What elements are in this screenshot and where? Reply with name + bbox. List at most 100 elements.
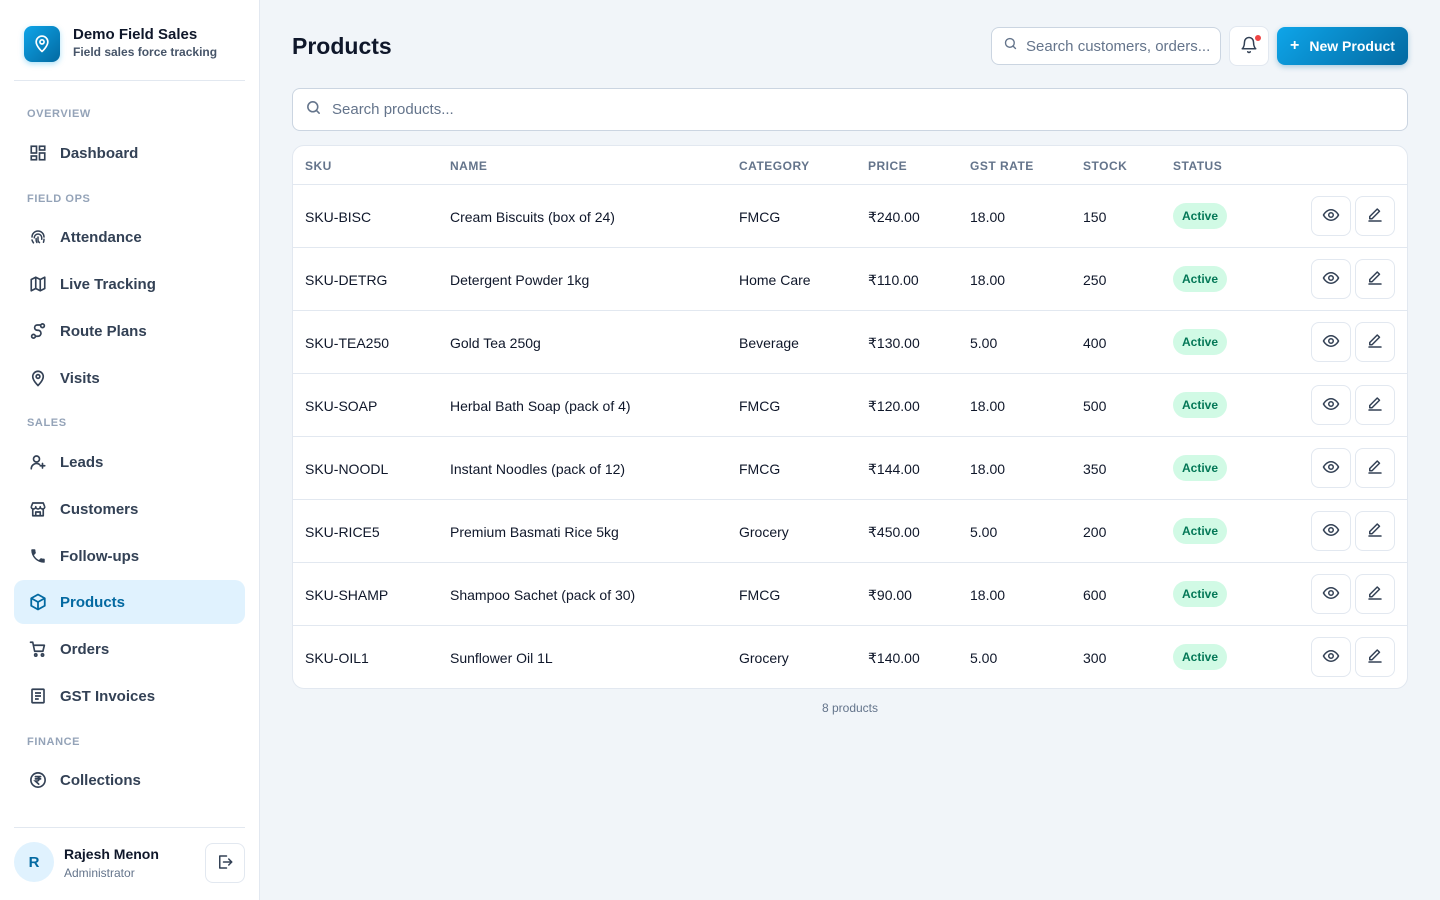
location-pin-logo-icon (24, 26, 60, 62)
bell-icon (1240, 36, 1258, 57)
plus-icon: + (1290, 37, 1300, 54)
avatar: R (14, 842, 54, 882)
cell-name: Detergent Powder 1kg (450, 272, 590, 288)
product-count: 8 products (821, 701, 879, 715)
view-button[interactable] (1311, 511, 1351, 551)
logout-button[interactable] (205, 843, 245, 883)
cell-category: FMCG (739, 587, 781, 603)
sidebar-item-follow-ups[interactable]: Follow-ups (14, 534, 245, 578)
view-button[interactable] (1311, 196, 1351, 236)
pencil-icon (1366, 395, 1384, 416)
pencil-icon (1366, 269, 1384, 290)
product-search-input[interactable] (332, 101, 1392, 118)
cell-category: Home Care (739, 272, 811, 288)
sidebar-item-visits[interactable]: Visits (14, 356, 245, 400)
status-badge: Active (1173, 266, 1228, 292)
column-header-stock: STOCK (1083, 159, 1128, 173)
edit-button[interactable] (1355, 385, 1395, 425)
page-title: Products (292, 33, 392, 59)
sidebar: Demo Field Sales Field sales force track… (0, 0, 260, 900)
logout-icon (216, 853, 234, 874)
nav-section-field-ops: FIELD OPS (27, 193, 91, 205)
cell-gst-rate: 5.00 (970, 524, 998, 540)
cell-stock: 250 (1083, 272, 1107, 288)
sidebar-item-route-plans[interactable]: Route Plans (14, 309, 245, 353)
cell-gst-rate: 18.00 (970, 461, 1006, 477)
sidebar-item-label: Attendance (60, 228, 142, 246)
sidebar-item-live-tracking[interactable]: Live Tracking (14, 262, 245, 306)
rupee-icon (28, 770, 48, 790)
sidebar-item-gst-invoices[interactable]: GST Invoices (14, 674, 245, 718)
sidebar-item-label: Dashboard (60, 144, 139, 162)
pencil-icon (1366, 584, 1384, 605)
eye-icon (1322, 521, 1340, 542)
view-button[interactable] (1311, 259, 1351, 299)
sidebar-item-label: Collections (60, 771, 141, 789)
cell-sku: SKU-SHAMP (305, 587, 389, 603)
sidebar-item-label: Products (60, 593, 126, 611)
table-row: SKU-BISC Cream Biscuits (box of 24) FMCG ₹2… (293, 185, 1407, 248)
cell-stock: 200 (1083, 524, 1107, 540)
nav-section-sales: SALES (27, 417, 67, 429)
sidebar-item-label: Orders (60, 640, 110, 658)
edit-button[interactable] (1355, 637, 1395, 677)
cell-name: Premium Basmati Rice 5kg (450, 524, 619, 540)
view-button[interactable] (1311, 322, 1351, 362)
edit-button[interactable] (1355, 574, 1395, 614)
cell-category: Beverage (739, 335, 799, 351)
table-row: SKU-RICE5 Premium Basmati Rice 5kg Grocery… (293, 500, 1407, 563)
notifications-button[interactable] (1229, 26, 1269, 66)
new-product-button[interactable]: + New Product (1277, 27, 1408, 65)
table-row: SKU-OIL1 Sunflower Oil 1L Grocery ₹140.00 5.… (293, 626, 1407, 688)
fingerprint-icon (28, 227, 48, 247)
status-badge: Active (1173, 518, 1228, 544)
cell-category: FMCG (739, 209, 781, 225)
sidebar-item-leads[interactable]: Leads (14, 440, 245, 484)
package-icon (28, 592, 48, 612)
sidebar-item-customers[interactable]: Customers (14, 487, 245, 531)
status-badge: Active (1173, 581, 1228, 607)
sidebar-item-collections[interactable]: Collections (14, 758, 245, 802)
status-badge: Active (1173, 203, 1228, 229)
cell-name: Herbal Bath Soap (pack of 4) (450, 398, 631, 414)
cell-price: ₹140.00 (868, 650, 920, 666)
view-button[interactable] (1311, 448, 1351, 488)
table-row: SKU-DETRG Detergent Powder 1kg Home Care ₹1… (293, 248, 1407, 311)
edit-button[interactable] (1355, 196, 1395, 236)
view-button[interactable] (1311, 637, 1351, 677)
sidebar-item-label: Route Plans (60, 322, 147, 340)
view-button[interactable] (1311, 574, 1351, 614)
map-icon (28, 274, 48, 294)
status-badge: Active (1173, 392, 1228, 418)
sidebar-item-attendance[interactable]: Attendance (14, 215, 245, 259)
cell-price: ₹130.00 (868, 335, 920, 351)
nav-section-finance: FINANCE (27, 736, 81, 748)
map-pin-icon (28, 368, 48, 388)
cell-stock: 300 (1083, 650, 1107, 666)
column-header-price: PRICE (868, 159, 908, 173)
sidebar-item-dashboard[interactable]: Dashboard (14, 131, 245, 175)
brand-subtitle: Field sales force tracking (73, 45, 218, 59)
sidebar-item-label: Leads (60, 453, 104, 471)
sidebar-item-products[interactable]: Products (14, 580, 245, 624)
column-header-category: CATEGORY (739, 159, 810, 173)
cell-gst-rate: 5.00 (970, 650, 998, 666)
column-header-sku: SKU (305, 159, 332, 173)
pencil-icon (1366, 332, 1384, 353)
cell-name: Instant Noodles (pack of 12) (450, 461, 626, 477)
sidebar-item-label: Visits (60, 369, 100, 387)
eye-icon (1322, 647, 1340, 668)
eye-icon (1322, 584, 1340, 605)
global-search-input[interactable] (1026, 37, 1216, 55)
edit-button[interactable] (1355, 511, 1395, 551)
product-search (292, 88, 1408, 131)
edit-button[interactable] (1355, 322, 1395, 362)
cell-stock: 350 (1083, 461, 1107, 477)
edit-button[interactable] (1355, 448, 1395, 488)
cell-gst-rate: 18.00 (970, 209, 1006, 225)
edit-button[interactable] (1355, 259, 1395, 299)
cell-name: Shampoo Sachet (pack of 30) (450, 587, 636, 603)
view-button[interactable] (1311, 385, 1351, 425)
sidebar-item-orders[interactable]: Orders (14, 627, 245, 671)
route-icon (28, 321, 48, 341)
